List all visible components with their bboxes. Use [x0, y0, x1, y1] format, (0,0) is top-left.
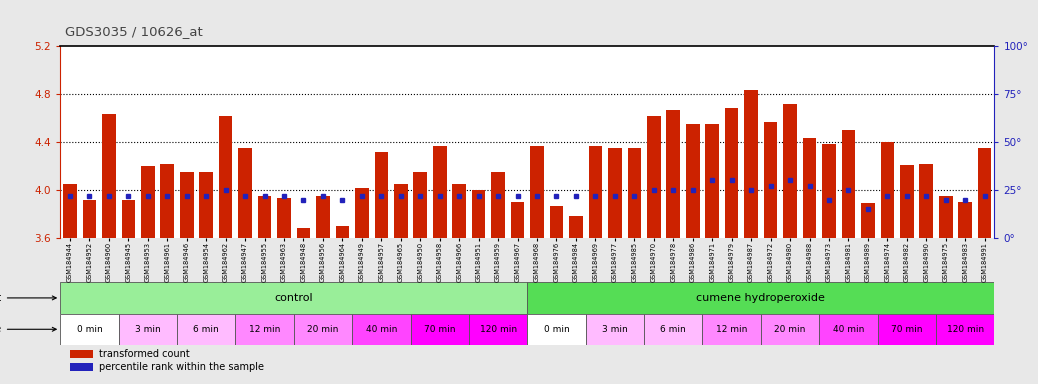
- Bar: [764, 122, 777, 238]
- Text: transformed count: transformed count: [99, 349, 190, 359]
- Text: 20 min: 20 min: [307, 325, 338, 334]
- Text: control: control: [274, 293, 313, 303]
- Bar: [527, 314, 585, 345]
- Bar: [121, 200, 135, 238]
- Bar: [550, 206, 564, 238]
- Bar: [257, 196, 271, 238]
- Bar: [936, 314, 994, 345]
- Bar: [862, 203, 875, 238]
- Bar: [703, 314, 761, 345]
- Bar: [141, 166, 155, 238]
- Bar: [411, 314, 469, 345]
- Text: GDS3035 / 10626_at: GDS3035 / 10626_at: [65, 25, 203, 38]
- Text: agent: agent: [0, 293, 56, 303]
- Bar: [118, 314, 176, 345]
- Text: time: time: [0, 324, 56, 334]
- Bar: [472, 190, 486, 238]
- Bar: [822, 144, 836, 238]
- Text: 6 min: 6 min: [193, 325, 219, 334]
- Bar: [920, 164, 933, 238]
- Bar: [527, 282, 994, 314]
- Bar: [784, 104, 797, 238]
- Text: 12 min: 12 min: [249, 325, 280, 334]
- Bar: [802, 139, 816, 238]
- Bar: [433, 146, 446, 238]
- Text: 70 min: 70 min: [424, 325, 456, 334]
- Bar: [352, 314, 410, 345]
- Text: 120 min: 120 min: [480, 325, 517, 334]
- Text: 12 min: 12 min: [716, 325, 747, 334]
- Bar: [628, 148, 641, 238]
- Text: 40 min: 40 min: [365, 325, 397, 334]
- Bar: [355, 188, 368, 238]
- Text: 3 min: 3 min: [135, 325, 161, 334]
- Bar: [469, 314, 527, 345]
- Bar: [880, 142, 894, 238]
- Bar: [60, 282, 527, 314]
- Bar: [725, 109, 738, 238]
- Bar: [180, 172, 193, 238]
- Bar: [102, 114, 115, 238]
- Bar: [70, 350, 93, 358]
- Bar: [939, 196, 953, 238]
- Bar: [317, 196, 330, 238]
- Bar: [277, 199, 291, 238]
- Bar: [219, 116, 233, 238]
- Bar: [161, 164, 174, 238]
- Bar: [608, 148, 622, 238]
- Bar: [453, 184, 466, 238]
- Bar: [900, 165, 913, 238]
- Bar: [585, 314, 644, 345]
- Bar: [297, 228, 310, 238]
- Text: cumene hydroperoxide: cumene hydroperoxide: [696, 293, 825, 303]
- Bar: [394, 184, 408, 238]
- Bar: [819, 314, 878, 345]
- Bar: [877, 314, 936, 345]
- Text: 40 min: 40 min: [832, 325, 864, 334]
- Text: 120 min: 120 min: [947, 325, 984, 334]
- Bar: [511, 202, 524, 238]
- Bar: [239, 148, 252, 238]
- Text: 70 min: 70 min: [891, 325, 923, 334]
- Bar: [63, 184, 77, 238]
- Bar: [569, 217, 582, 238]
- Bar: [335, 226, 349, 238]
- Bar: [686, 124, 700, 238]
- Bar: [706, 124, 719, 238]
- Bar: [413, 172, 427, 238]
- Text: 0 min: 0 min: [77, 325, 103, 334]
- Bar: [761, 314, 819, 345]
- Bar: [842, 130, 855, 238]
- Bar: [176, 314, 236, 345]
- Bar: [70, 363, 93, 371]
- Bar: [83, 200, 97, 238]
- Bar: [60, 314, 118, 345]
- Bar: [294, 314, 352, 345]
- Text: 20 min: 20 min: [774, 325, 805, 334]
- Bar: [644, 314, 703, 345]
- Bar: [589, 146, 602, 238]
- Bar: [978, 148, 991, 238]
- Text: 6 min: 6 min: [660, 325, 686, 334]
- Bar: [530, 146, 544, 238]
- Bar: [375, 152, 388, 238]
- Text: 0 min: 0 min: [544, 325, 570, 334]
- Bar: [199, 172, 213, 238]
- Bar: [744, 91, 758, 238]
- Bar: [666, 110, 680, 238]
- Text: percentile rank within the sample: percentile rank within the sample: [99, 362, 264, 372]
- Bar: [236, 314, 294, 345]
- Bar: [647, 116, 660, 238]
- Bar: [958, 202, 972, 238]
- Bar: [491, 172, 504, 238]
- Text: 3 min: 3 min: [602, 325, 628, 334]
